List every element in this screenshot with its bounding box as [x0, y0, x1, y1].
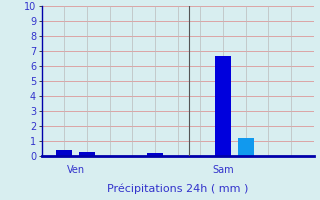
Text: Ven: Ven [67, 165, 85, 175]
Bar [79, 152, 95, 156]
Text: Précipitations 24h ( mm ): Précipitations 24h ( mm ) [107, 183, 248, 194]
Bar [238, 138, 253, 156]
Bar [215, 55, 231, 156]
Bar [147, 153, 163, 156]
Bar [56, 150, 72, 156]
Text: Sam: Sam [212, 165, 234, 175]
